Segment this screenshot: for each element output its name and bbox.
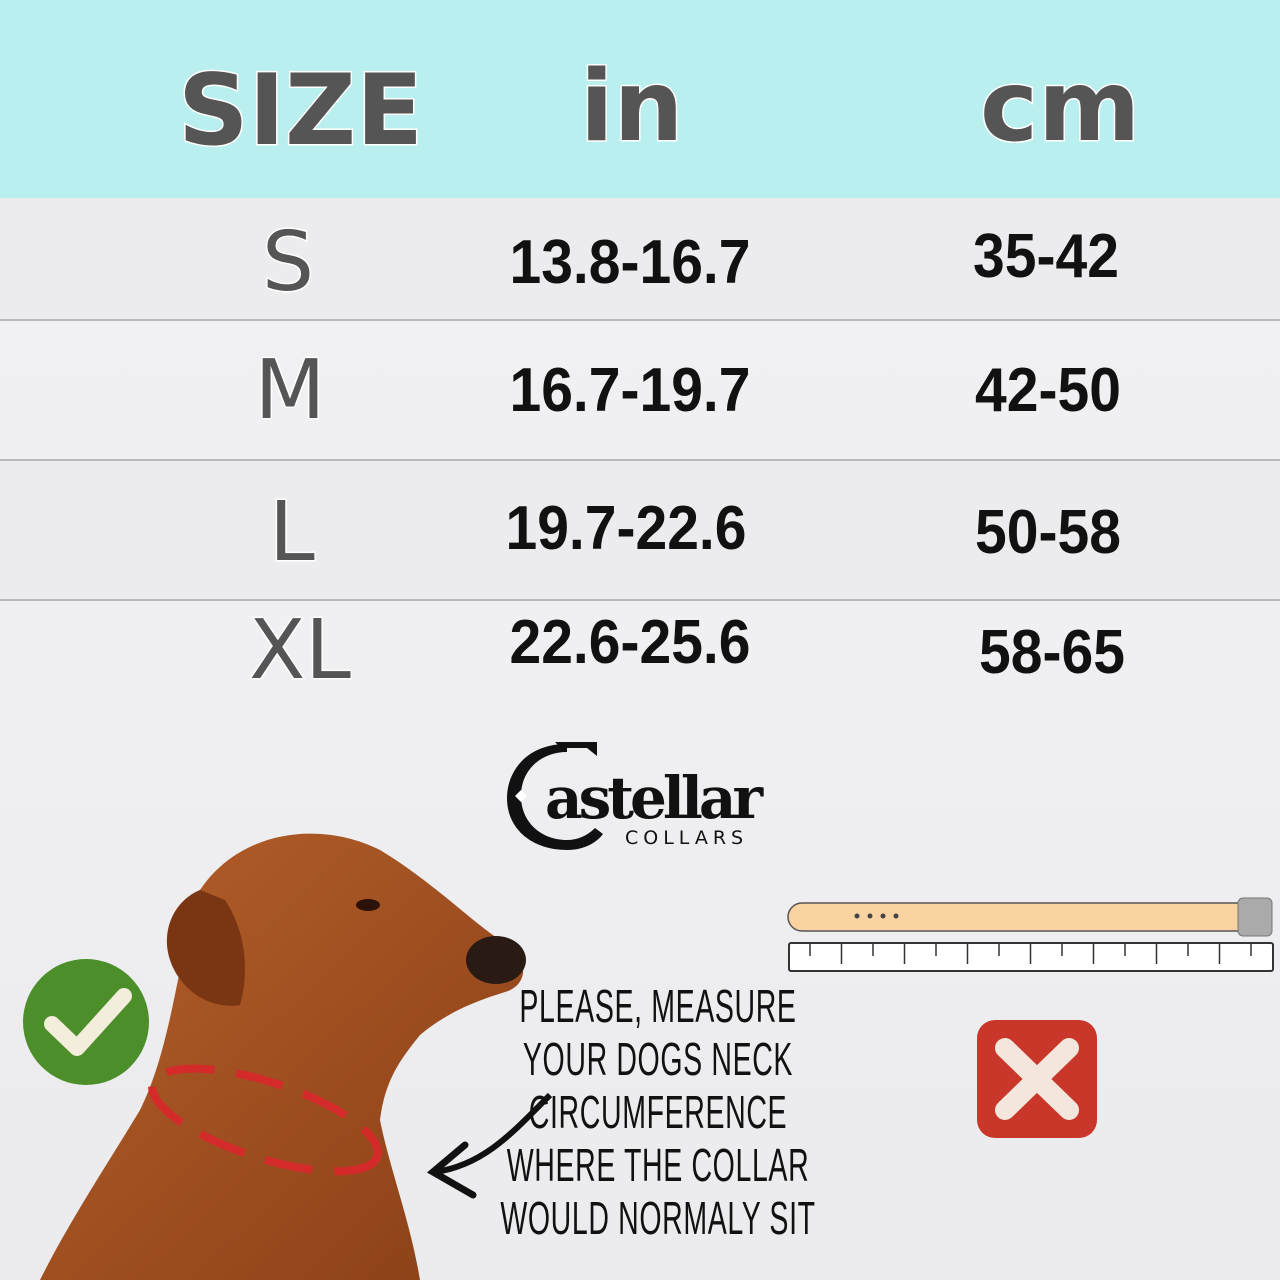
row-band (0, 460, 1280, 600)
instruction-line: PLEASE, MEASURE (519, 980, 797, 1032)
x-square-icon (977, 1020, 1097, 1138)
cm-range: 58-65 (979, 618, 1125, 687)
inch-range: 19.7-22.6 (505, 494, 747, 563)
instruction-line: YOUR DOGS NECK (522, 1033, 794, 1085)
logo-subtitle: COLLARS (625, 827, 748, 849)
inch-range: 22.6-25.6 (509, 608, 751, 677)
checkmark-circle-icon (23, 959, 149, 1085)
row-band (0, 198, 1280, 320)
cm-column-header: cm (978, 50, 1141, 164)
row-divider (0, 599, 1280, 601)
size-label: M (253, 343, 327, 438)
arrow-icon (426, 1092, 553, 1199)
measure-instruction: PLEASE, MEASURE YOUR DOGS NECK CIRCUMFER… (404, 980, 913, 1245)
cm-range: 50-58 (975, 498, 1121, 567)
inch-range: 13.8-16.7 (509, 228, 751, 297)
svg-text:astellar: astellar (545, 764, 764, 832)
neck-guide-icon (148, 1064, 382, 1176)
row-divider (0, 319, 1280, 321)
cm-range: 35-42 (973, 222, 1119, 291)
header-band: SIZE in cm (0, 0, 1280, 198)
row-divider (0, 459, 1280, 461)
instruction-line: WHERE THE COLLAR (506, 1139, 810, 1191)
instruction-line: CIRCUMFERENCE (528, 1086, 788, 1138)
size-label: S (260, 215, 315, 310)
size-column-header: SIZE (176, 54, 424, 168)
size-label: L (268, 485, 317, 580)
instruction-line: WOULD NORMALY SIT (500, 1192, 816, 1244)
inch-range: 16.7-19.7 (509, 356, 751, 425)
cm-range: 42-50 (975, 356, 1121, 425)
size-label: XL (248, 603, 353, 698)
in-column-header: in (578, 50, 684, 164)
dog-illustration (40, 833, 526, 1280)
brand-logo: astellar COLLARS (505, 738, 767, 857)
collar-ruler-icon (787, 897, 1274, 972)
